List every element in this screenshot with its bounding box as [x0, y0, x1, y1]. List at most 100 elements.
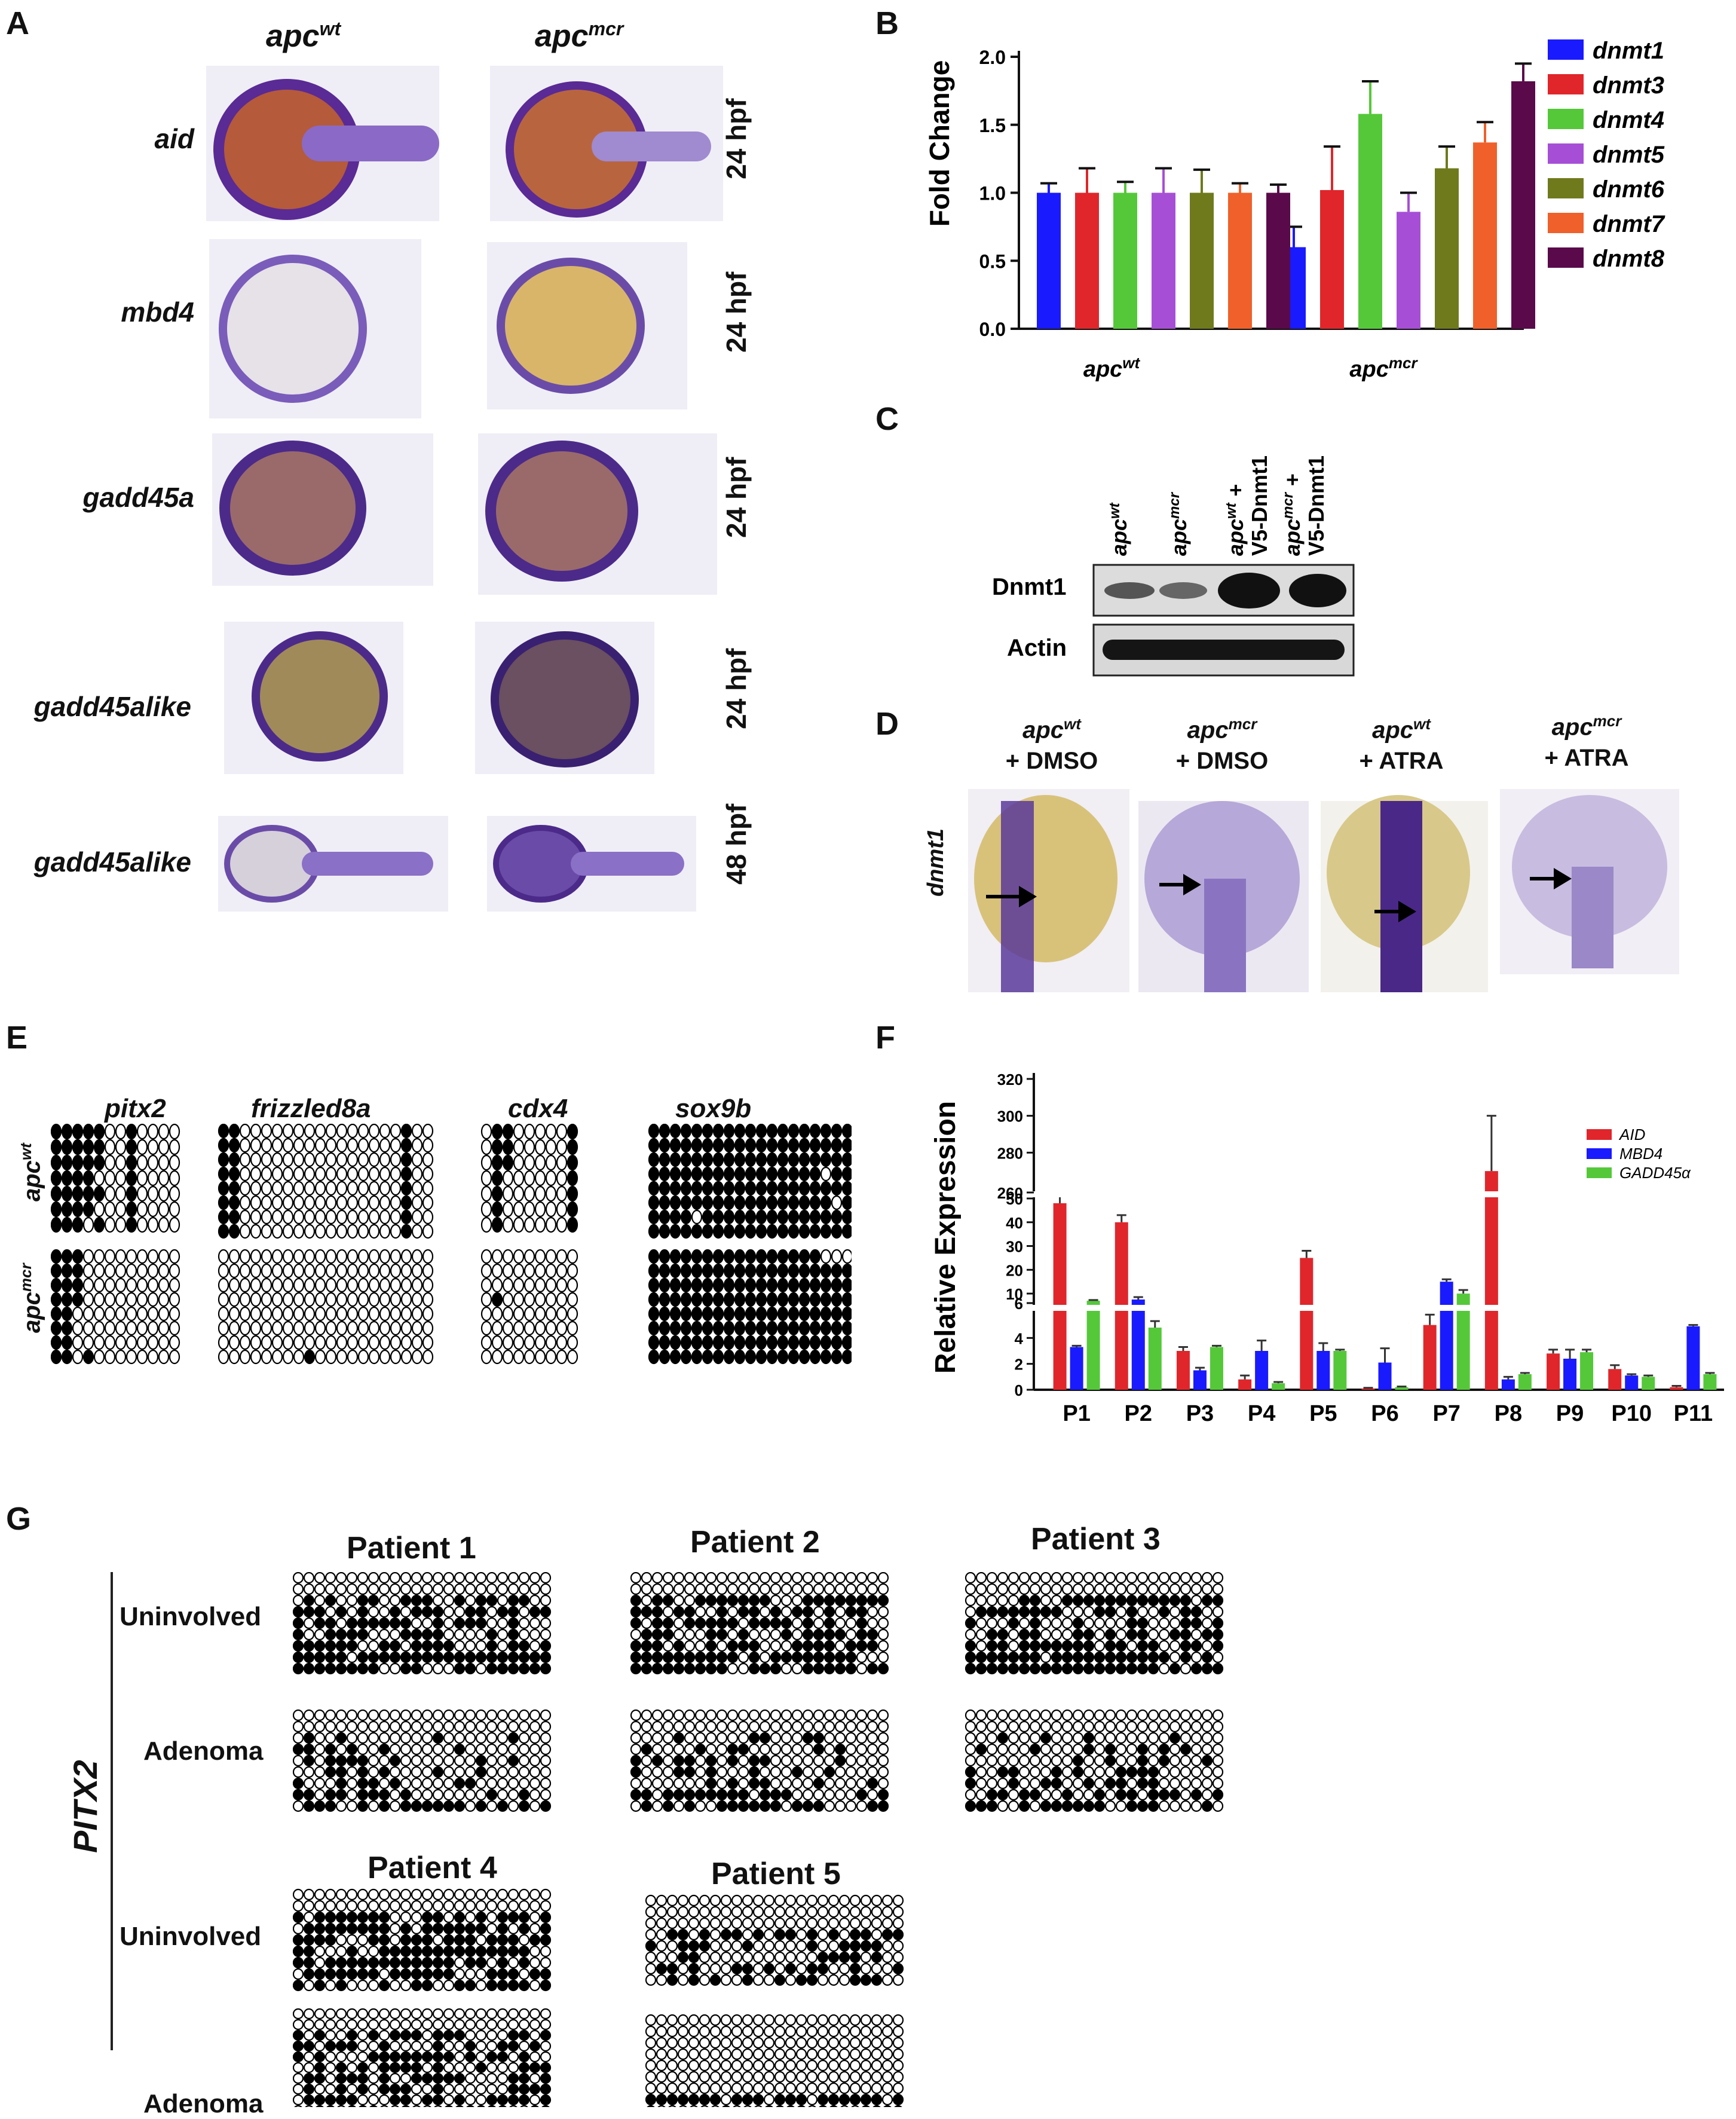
cpg-circle	[379, 1195, 391, 1210]
cpg-circle	[411, 1651, 422, 1664]
cpg-circle	[158, 1335, 170, 1350]
cpg-circle	[680, 1138, 692, 1153]
cpg-circle	[656, 1974, 668, 1986]
cpg-circle	[411, 1922, 422, 1935]
cpg-circle	[709, 1974, 721, 1986]
cpg-circle	[1018, 1788, 1030, 1801]
cpg-circle	[228, 1209, 240, 1225]
cpg-circle	[61, 1263, 73, 1279]
cpg-circle	[997, 1606, 1009, 1618]
cpg-circle	[791, 1800, 803, 1812]
cpg-circle	[867, 1800, 878, 1812]
bar	[1152, 192, 1175, 329]
cpg-circle	[1190, 1594, 1202, 1607]
cpg-circle	[845, 1709, 857, 1722]
cpg-circle	[61, 1292, 73, 1307]
cpg-circle	[518, 1888, 530, 1901]
cpg-circle	[357, 1292, 369, 1307]
cpg-circle	[679, 2105, 687, 2107]
cpg-circle	[809, 1335, 821, 1350]
panel-c-lane-label: V5-Dnmt1	[1304, 455, 1328, 556]
cpg-circle	[648, 1195, 660, 1210]
cpg-circle	[817, 2014, 829, 2026]
cpg-circle	[1126, 1777, 1138, 1790]
bar	[1608, 1369, 1622, 1390]
cpg-circle	[368, 1124, 380, 1139]
cpg-circle	[1051, 1662, 1063, 1675]
cpg-circle	[507, 1766, 519, 1778]
cpg-circle	[529, 2072, 541, 2084]
cpg-circle	[411, 1628, 422, 1641]
cpg-circle	[1072, 1743, 1084, 1756]
cpg-circle	[357, 1945, 369, 1958]
cpg-circle	[411, 2062, 422, 2074]
cpg-circle	[745, 1263, 757, 1279]
cpg-circle	[1083, 1800, 1095, 1812]
cpg-circle	[271, 1263, 283, 1279]
cpg-circle	[841, 1263, 852, 1279]
cpg-circle	[892, 1940, 904, 1952]
cpg-circle	[239, 1124, 251, 1139]
cpg-circle	[51, 1185, 62, 1202]
cpg-circle	[731, 2082, 743, 2094]
cpg-circle	[261, 1292, 273, 1307]
cpg-circle	[677, 2037, 689, 2049]
cpg-circle	[368, 1292, 380, 1307]
cpg-circle	[1169, 1743, 1181, 1756]
cpg-circle	[346, 2008, 358, 2020]
cpg-circle	[733, 2105, 741, 2107]
cpg-circle	[1212, 1606, 1224, 1618]
cpg-circle	[513, 1154, 525, 1171]
cpg-circle	[867, 1662, 878, 1675]
cpg-circle	[656, 1894, 668, 1907]
cpg-circle	[651, 1583, 663, 1595]
cpg-circle	[834, 1766, 846, 1778]
cpg-circle	[72, 1349, 84, 1365]
cpg-circle	[1212, 1743, 1224, 1756]
cpg-circle	[1201, 1628, 1213, 1641]
cpg-circle	[817, 2025, 829, 2038]
cpg-circle	[780, 1766, 792, 1778]
cpg-circle	[335, 1617, 347, 1629]
panel-g-patient-title: Patient 5	[711, 1857, 841, 1891]
cpg-circle	[443, 1732, 455, 1744]
cpg-circle	[464, 1743, 476, 1756]
cpg-circle	[737, 1732, 749, 1744]
cpg-circle	[357, 2008, 369, 2020]
cpg-circle	[475, 1922, 487, 1935]
cpg-circle	[303, 1572, 315, 1584]
cpg-circle	[659, 1249, 670, 1264]
cpg-circle	[454, 1606, 466, 1618]
cpg-circle	[445, 2105, 453, 2107]
cpg-circle	[975, 1594, 987, 1607]
cpg-circle	[766, 1263, 778, 1279]
cpg-circle	[534, 1277, 546, 1293]
cpg-circle	[518, 2083, 530, 2095]
cpg-circle	[325, 1306, 337, 1322]
cpg-circle	[795, 2037, 807, 2049]
cpg-circle	[1158, 1754, 1170, 1767]
cpg-circle	[802, 1640, 814, 1652]
cpg-circle	[497, 1979, 509, 1992]
cpg-circle	[791, 1754, 803, 1767]
cpg-circle	[780, 1651, 792, 1664]
cpg-circle	[104, 1292, 116, 1307]
cpg-circle	[673, 1594, 685, 1607]
cpg-circle	[791, 1606, 803, 1618]
cpg-circle	[518, 1720, 530, 1733]
cpg-circle	[325, 1292, 337, 1307]
cpg-circle	[491, 1201, 503, 1218]
cpg-circle	[752, 2048, 764, 2060]
cpg-circle	[325, 1209, 337, 1225]
cpg-circle	[820, 1124, 832, 1139]
cpg-circle	[856, 1594, 868, 1607]
cpg-circle	[540, 1754, 552, 1767]
cpg-circle	[766, 1349, 778, 1365]
cpg-circle	[368, 1572, 379, 1584]
cpg-circle	[304, 1166, 316, 1182]
cpg-circle	[486, 1606, 498, 1618]
cpg-circle	[752, 1974, 764, 1986]
cpg-circle	[702, 1195, 714, 1210]
cpg-circle	[250, 1181, 262, 1196]
cpg-circle	[529, 1968, 541, 1980]
